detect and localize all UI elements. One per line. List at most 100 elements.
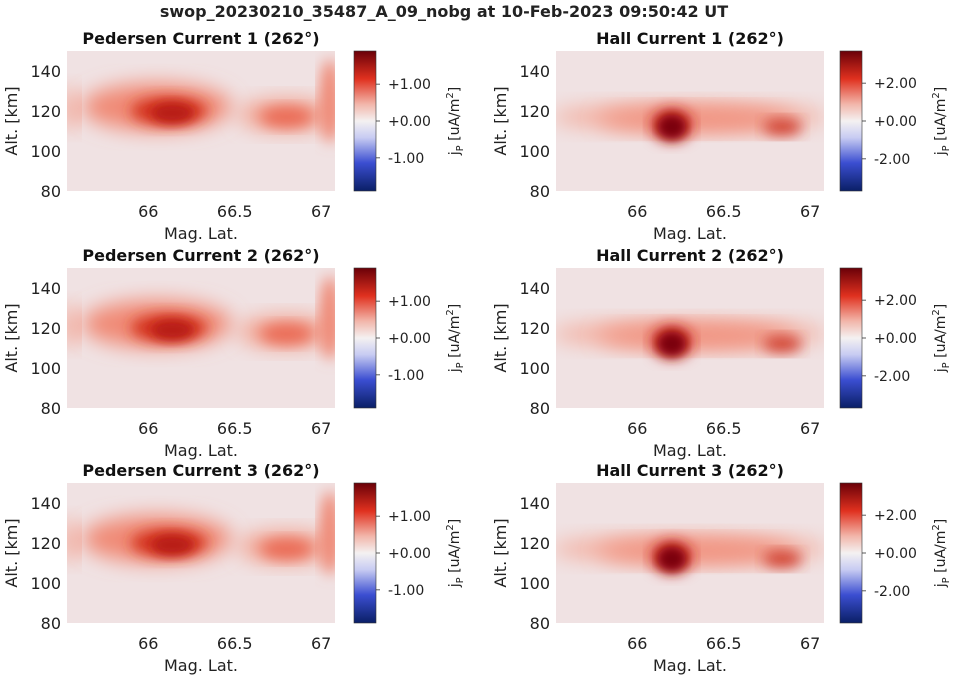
y-tick-label: 100	[519, 359, 550, 378]
colorbar-tick-label: +1.00	[388, 294, 431, 310]
x-tick-label: 67	[800, 202, 820, 221]
colorbar-label: jP [uA/m2]	[931, 87, 952, 156]
x-axis-label: Mag. Lat.	[653, 224, 727, 243]
y-tick-label: 120	[519, 102, 550, 121]
current-core-dark	[658, 547, 686, 571]
colorbar-label: jP [uA/m2]	[445, 87, 466, 156]
current-band-edge	[319, 59, 335, 143]
colorbar	[353, 50, 377, 192]
y-tick-label: 140	[30, 279, 61, 298]
y-tick-label: 120	[519, 319, 550, 338]
colorbar-tick-label: -2.00	[874, 152, 910, 168]
current-band-main	[598, 539, 798, 563]
colorbar-tick-label: +0.00	[388, 546, 431, 562]
colorbar-tick-label: +0.00	[874, 546, 917, 562]
x-axis-label: Mag. Lat.	[164, 224, 238, 243]
colorbar	[839, 267, 863, 409]
y-tick-label: 120	[30, 102, 61, 121]
colorbar-label: jP [uA/m2]	[445, 519, 466, 588]
x-axis-label: Mag. Lat.	[653, 656, 727, 675]
current-core-dark	[151, 320, 194, 340]
colorbar-tick-label: +2.00	[874, 293, 917, 309]
colorbar-label: jP [uA/m2]	[931, 519, 952, 588]
colorbar	[353, 482, 377, 624]
heatmap-field	[556, 320, 824, 358]
current-band-outer	[67, 521, 80, 559]
panel-title: Hall Current 3 (262°)	[596, 461, 784, 480]
x-tick-label: 66	[627, 202, 647, 221]
x-tick-label: 67	[311, 634, 331, 653]
y-tick-label: 140	[30, 62, 61, 81]
heatmap-field	[67, 59, 335, 143]
y-axis-label: Alt. [km]	[491, 86, 510, 155]
y-tick-label: 80	[530, 182, 550, 201]
heatmap-field	[67, 491, 335, 575]
x-tick-label: 66.5	[217, 419, 253, 438]
panel-title: Hall Current 2 (262°)	[596, 246, 784, 265]
subplot-2: Hall Current 1 (262°) 80 100 120 140 66 66.5 67…	[491, 29, 952, 243]
x-tick-label: 66	[138, 419, 158, 438]
colorbar-tick-label: -1.00	[388, 151, 424, 167]
y-tick-label: 140	[519, 62, 550, 81]
colorbar-tick-label: -1.00	[388, 583, 424, 599]
x-tick-label: 66.5	[217, 634, 253, 653]
colorbar-tick-label: +1.00	[388, 509, 431, 525]
y-tick-label: 120	[519, 534, 550, 553]
y-tick-label: 80	[530, 399, 550, 418]
x-axis-label: Mag. Lat.	[164, 656, 238, 675]
y-axis-label: Alt. [km]	[2, 86, 21, 155]
subplot-1: Pedersen Current 1 (262°) 80 100 120 140 66 66…	[2, 29, 466, 243]
y-tick-label: 140	[30, 494, 61, 513]
y-tick-label: 100	[30, 359, 61, 378]
current-core-dark	[658, 332, 686, 356]
x-tick-label: 66.5	[706, 634, 742, 653]
x-tick-label: 66	[627, 634, 647, 653]
x-tick-label: 66	[627, 419, 647, 438]
y-tick-label: 100	[30, 142, 61, 161]
colorbar	[839, 50, 863, 192]
y-axis-label: Alt. [km]	[2, 518, 21, 587]
current-core-dark	[151, 535, 194, 555]
current-band-outer	[67, 306, 80, 344]
panel-title: Pedersen Current 3 (262°)	[82, 461, 319, 480]
current-secondary	[762, 551, 803, 567]
y-tick-label: 100	[519, 142, 550, 161]
colorbar-tick-label: +1.00	[388, 77, 431, 93]
current-band-main	[598, 107, 798, 131]
x-tick-label: 66.5	[706, 419, 742, 438]
heatmap-field	[556, 103, 824, 141]
y-tick-label: 140	[519, 494, 550, 513]
panels: Pedersen Current 1 (262°) 80 100 120 140 66 66…	[2, 29, 952, 675]
figure-suptitle: swop_20230210_35487_A_09_nobg at 10-Feb-…	[160, 2, 728, 21]
x-tick-label: 67	[311, 419, 331, 438]
x-tick-label: 67	[311, 202, 331, 221]
y-tick-label: 120	[30, 319, 61, 338]
x-tick-label: 67	[800, 419, 820, 438]
colorbar	[353, 267, 377, 409]
colorbar-tick-label: +0.00	[388, 331, 431, 347]
y-tick-label: 100	[30, 574, 61, 593]
heatmap-field	[67, 276, 335, 360]
y-tick-label: 140	[519, 279, 550, 298]
colorbar	[839, 482, 863, 624]
colorbar-tick-label: +0.00	[874, 331, 917, 347]
current-secondary	[260, 539, 313, 559]
colorbar-tick-label: +0.00	[874, 114, 917, 130]
subplot-5: Pedersen Current 3 (262°) 80 100 120 140 66 66…	[2, 461, 466, 675]
colorbar-label: jP [uA/m2]	[931, 304, 952, 373]
current-band-outer	[67, 89, 80, 127]
current-band-edge	[319, 276, 335, 360]
y-tick-label: 80	[41, 614, 61, 633]
y-axis-label: Alt. [km]	[491, 518, 510, 587]
y-tick-label: 80	[530, 614, 550, 633]
current-secondary	[260, 324, 313, 344]
y-tick-label: 80	[41, 182, 61, 201]
x-tick-label: 66.5	[706, 202, 742, 221]
colorbar-tick-label: -1.00	[388, 368, 424, 384]
panel-title: Hall Current 1 (262°)	[596, 29, 784, 48]
colorbar-tick-label: -2.00	[874, 584, 910, 600]
y-tick-label: 80	[41, 399, 61, 418]
current-band-edge	[319, 491, 335, 575]
current-secondary	[762, 336, 803, 352]
